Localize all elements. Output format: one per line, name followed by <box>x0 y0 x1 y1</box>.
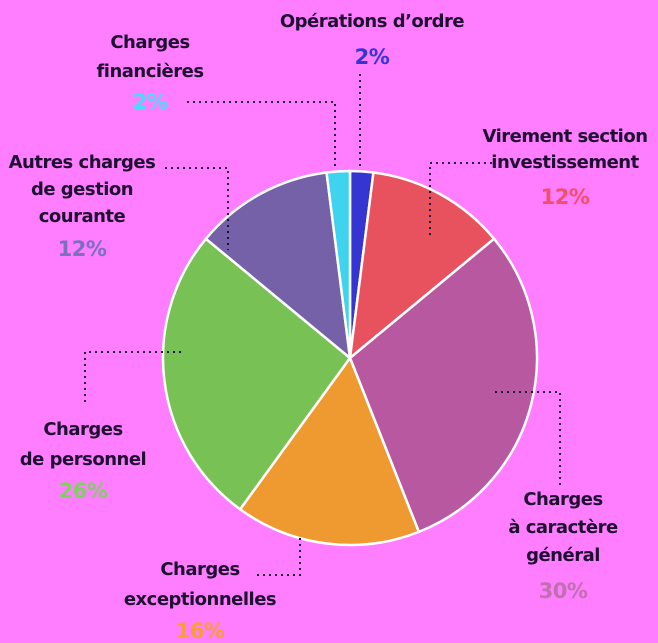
slice-percent: 2% <box>133 90 168 114</box>
pie-slice <box>348 237 539 534</box>
slice-label: courante <box>39 206 126 227</box>
slice-percent: 2% <box>355 45 390 69</box>
leader-line <box>187 101 336 170</box>
slice-percent: 12% <box>541 185 590 209</box>
slice-label: de gestion <box>31 179 133 200</box>
pie-slice <box>161 237 352 512</box>
leader-line <box>256 538 301 576</box>
slice-percent: 30% <box>539 579 588 603</box>
slice-percent: 26% <box>59 479 108 503</box>
pie-slice <box>348 171 496 361</box>
leader-line <box>429 162 492 235</box>
pie-slice <box>238 355 421 547</box>
slice-percent: 12% <box>58 237 107 261</box>
slice-label: investissement <box>491 152 639 173</box>
slice-label: Charges <box>110 32 189 53</box>
leader-line <box>495 391 561 485</box>
pie-slice <box>204 171 352 361</box>
slice-label: Charges <box>43 419 122 440</box>
slice-percent: 16% <box>176 619 225 643</box>
slice-label: exceptionnelles <box>124 589 276 610</box>
slice-label: Virement section <box>482 126 647 147</box>
slice-label: à caractère <box>508 517 618 538</box>
slice-label: Autres charges <box>9 152 156 173</box>
slice-label: Opérations d’ordre <box>280 11 465 32</box>
slice-label: de personnel <box>20 449 146 470</box>
slice-label: financières <box>96 61 203 82</box>
leader-line <box>84 351 185 402</box>
slice-label: Charges <box>523 489 602 510</box>
slice-label: général <box>526 545 600 566</box>
slice-label: Charges <box>160 559 239 580</box>
pie-slice <box>325 169 352 359</box>
